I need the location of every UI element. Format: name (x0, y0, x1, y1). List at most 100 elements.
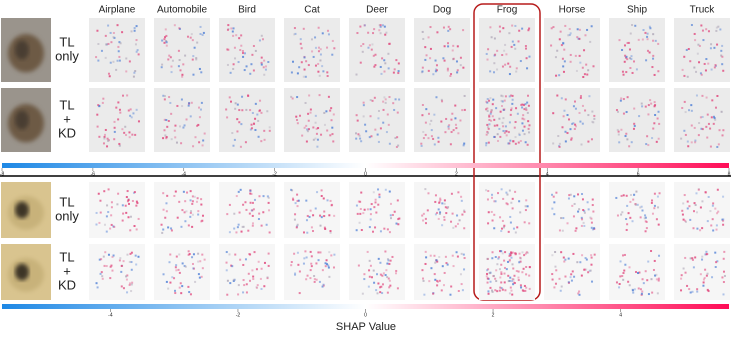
tile-pixel (312, 55, 315, 58)
tile-pixel (556, 49, 559, 52)
tile-pixel (620, 128, 623, 131)
shap-map (414, 18, 470, 82)
tile-pixel (638, 271, 641, 274)
tile-pixel (368, 44, 371, 47)
tile-pixel (329, 231, 332, 234)
tile-pixel (693, 202, 696, 205)
tile-pixel (625, 111, 628, 114)
tile-pixel (99, 272, 102, 275)
shap-map (674, 182, 730, 238)
tile-pixel (192, 253, 195, 256)
tile-pixel (569, 276, 572, 279)
tile-pixel (330, 119, 333, 122)
tile-pixel (581, 198, 584, 201)
tile-pixel (379, 25, 382, 28)
tile-pixel (581, 193, 584, 196)
tile-pixel (162, 137, 165, 140)
tile-pixel (443, 202, 446, 205)
tile-pixel (290, 188, 293, 191)
tile-pixel (322, 70, 325, 73)
tile-pixel (238, 37, 241, 40)
tile-pixel (579, 61, 582, 64)
tile-pixel (491, 103, 494, 106)
tile-pixel (192, 145, 195, 148)
tile-pixel (528, 131, 531, 134)
tile-pixel (722, 270, 725, 273)
tile-pixel (626, 41, 629, 44)
tile-pixel (104, 251, 107, 254)
tile-pixel (98, 104, 101, 107)
tile-pixel (561, 229, 564, 232)
tile-pixel (103, 223, 106, 226)
tile-pixel (383, 227, 386, 230)
tile-pixel (657, 110, 660, 113)
tile-pixel (367, 46, 370, 49)
tile-pixel (628, 145, 631, 148)
tile-pixel (301, 134, 304, 137)
tile-pixel (682, 267, 685, 270)
tile-pixel (695, 192, 698, 195)
tile-pixel (385, 269, 388, 272)
tile-pixel (463, 94, 466, 97)
tile-pixel (305, 60, 308, 63)
tile-pixel (435, 96, 438, 99)
tile-pixel (507, 142, 510, 145)
tile-pixel (382, 100, 385, 103)
tile-pixel (505, 53, 508, 56)
tile-pixel (259, 277, 262, 280)
tile-pixel (494, 289, 497, 292)
tile-pixel (450, 192, 453, 195)
tile-pixel (641, 290, 644, 293)
tile-pixel (243, 69, 246, 72)
tile-pixel (163, 98, 166, 101)
colorbar-label: SHAP Value (336, 321, 396, 333)
tile-pixel (248, 212, 251, 215)
colorbar (2, 304, 729, 309)
tile-pixel (126, 200, 129, 203)
tile-pixel (642, 282, 645, 285)
tile-pixel (311, 230, 314, 233)
tile-pixel (570, 137, 573, 140)
tile-pixel (257, 218, 260, 221)
tile-pixel (249, 192, 252, 195)
tile-pixel (261, 38, 264, 41)
tile-pixel (422, 137, 425, 140)
tile-pixel (245, 208, 248, 211)
tile-pixel (317, 50, 320, 53)
tile-pixel (194, 136, 197, 139)
tile-pixel (487, 268, 490, 271)
tile-pixel (175, 141, 178, 144)
tile-pixel (509, 65, 512, 68)
tile-pixel (625, 132, 628, 135)
shap-map (609, 18, 665, 82)
tile-pixel (702, 281, 705, 284)
tile-pixel (180, 292, 183, 295)
tile-pixel (451, 212, 454, 215)
tile-pixel (501, 219, 504, 222)
tile-pixel (192, 55, 195, 58)
tile-pixel (315, 278, 318, 281)
tile-pixel (363, 208, 366, 211)
tile-pixel (717, 210, 720, 213)
tile-pixel (500, 99, 503, 102)
tile-bg (414, 88, 470, 152)
tile-pixel (581, 104, 584, 107)
tile-pixel (523, 133, 526, 136)
tile-pixel (373, 65, 376, 68)
tile-pixel (634, 270, 637, 273)
tile-pixel (243, 52, 246, 55)
tile-pixel (262, 211, 265, 214)
tile-pixel (256, 284, 259, 287)
tile-pixel (196, 124, 199, 127)
tile-pixel (512, 267, 515, 270)
tile-pixel (394, 136, 397, 139)
tile-pixel (442, 57, 445, 60)
tile-pixel (182, 190, 185, 193)
tile-pixel (500, 250, 503, 253)
tile-pixel (130, 268, 133, 271)
tile-pixel (395, 59, 398, 62)
tile-pixel (420, 142, 423, 145)
tile-pixel (488, 114, 491, 117)
tile-pixel (307, 128, 310, 131)
tile-pixel (523, 254, 526, 257)
